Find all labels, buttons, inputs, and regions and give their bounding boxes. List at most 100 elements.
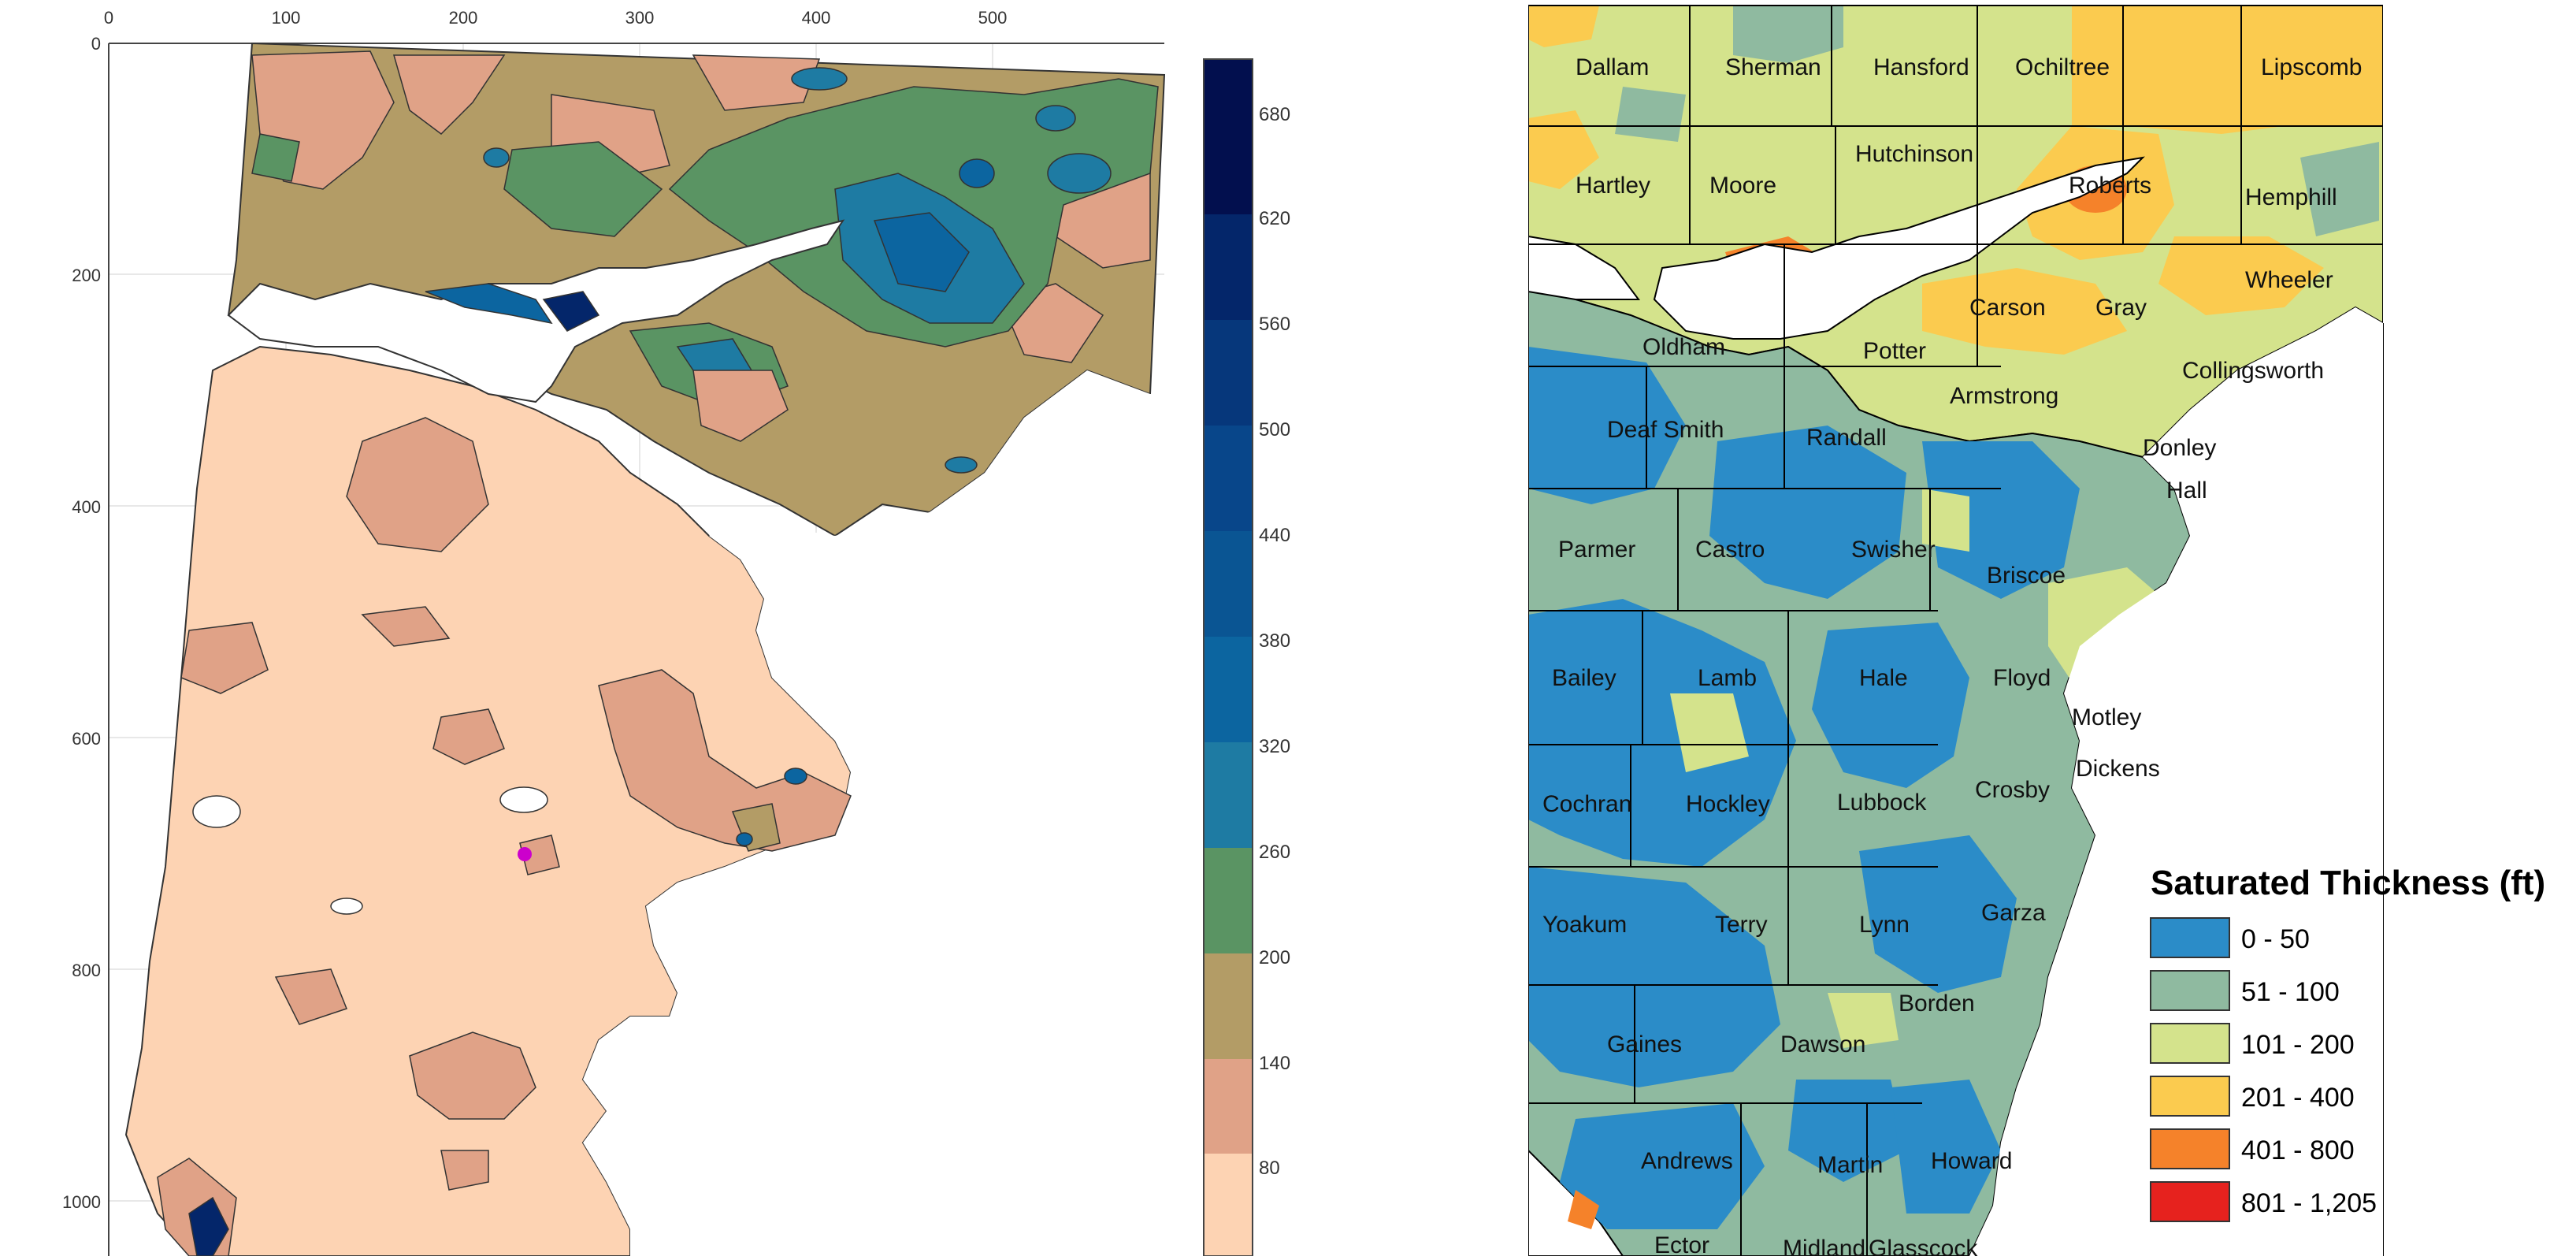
county-label: Briscoe — [1987, 563, 2066, 589]
contour-patch — [188, 1196, 229, 1257]
county-map-svg: Dallam Sherman Hansford Ochiltree Lipsco… — [1527, 0, 2576, 1260]
unsaturated-blob — [330, 898, 363, 915]
colorbar-band — [1204, 214, 1253, 320]
colorbar-band — [1204, 531, 1253, 637]
canadian-river-gap — [1653, 156, 2145, 340]
colorbar-label: 680 — [1259, 104, 1290, 125]
county-label: Yoakum — [1542, 912, 1627, 938]
colorbar-band — [1204, 320, 1253, 426]
thickness-patch — [1615, 87, 1686, 142]
contour-patch — [945, 456, 978, 474]
county-label: Hale — [1859, 665, 1908, 691]
colorbar-label: 260 — [1259, 842, 1290, 863]
colorbar: 80 140 200 260 320 380 440 500 560 620 6… — [1203, 58, 1290, 1257]
thickness-patch — [1922, 268, 2127, 355]
county-label: Gaines — [1607, 1031, 1682, 1057]
county-label: Glasscock — [1869, 1236, 1978, 1256]
y-tick-label: 0 — [91, 34, 101, 54]
colorbar-band — [1204, 59, 1253, 214]
county-label: Lubbock — [1837, 790, 1927, 816]
colorbar-band — [1204, 742, 1253, 848]
contour-patch — [959, 158, 995, 188]
legend-swatch — [2150, 970, 2230, 1011]
contour-patch — [791, 67, 848, 91]
map-legend: Saturated Thickness (ft) 0 - 50 51 - 100… — [2150, 864, 2545, 1222]
y-tick-label: 600 — [72, 729, 101, 749]
legend-swatch — [2150, 917, 2230, 958]
east-unsaturated-area — [1969, 307, 2383, 1256]
contour-patch — [784, 768, 807, 785]
colorbar-label: 140 — [1259, 1053, 1290, 1074]
legend-label: 0 - 50 — [2241, 924, 2310, 954]
contour-map-panel: 0 100 200 300 400 500 0 200 400 600 800 … — [62, 8, 1290, 1257]
x-tick-label: 300 — [625, 8, 655, 28]
thickness-patch — [1922, 441, 2080, 599]
county-labels: Dallam Sherman Hansford Ochiltree Lipsco… — [1542, 54, 2362, 1260]
contour-patch — [519, 834, 560, 875]
x-tick-label: 100 — [272, 8, 301, 28]
legend-swatch — [2150, 1023, 2230, 1064]
thickness-patch — [1560, 1103, 1765, 1229]
thickness-patch — [2300, 142, 2379, 236]
county-label: Hall — [2166, 478, 2207, 504]
county-label: Oldham — [1642, 334, 1725, 360]
east-unsaturated-area — [583, 370, 1164, 1256]
thickness-patch — [1788, 1080, 1906, 1182]
thickness-patch — [1922, 489, 1969, 552]
contour-patch — [483, 147, 510, 168]
x-axis-ticks: 0 100 200 300 400 500 — [104, 8, 1007, 28]
thickness-patch — [1528, 599, 1796, 867]
county-label: Randall — [1806, 425, 1887, 451]
county-label: Bailey — [1552, 665, 1616, 691]
location-marker — [518, 847, 532, 861]
thickness-patch — [1828, 993, 1899, 1048]
contour-patch — [180, 622, 269, 694]
county-label: Lipscomb — [2261, 54, 2362, 80]
county-label: Armstrong — [1950, 383, 2058, 409]
contour-patch — [346, 417, 489, 552]
county-label: Terry — [1715, 912, 1768, 938]
thickness-patch — [1709, 426, 1906, 599]
legend-title: Saturated Thickness (ft) — [2151, 864, 2545, 902]
county-label: Midland — [1783, 1236, 1865, 1256]
contour-map-svg: 0 100 200 300 400 500 0 200 400 600 800 … — [62, 8, 1290, 1257]
unsaturated-blob — [499, 786, 548, 813]
county-label: Wheeler — [2245, 267, 2333, 293]
colorbar-label: 380 — [1259, 630, 1290, 652]
county-label: Ochiltree — [2015, 54, 2110, 80]
colorbar-label: 200 — [1259, 947, 1290, 968]
county-label: Sherman — [1725, 54, 1821, 80]
colorbar-label: 560 — [1259, 314, 1290, 335]
unsaturated-blob — [192, 795, 241, 828]
contour-patch — [409, 1031, 536, 1120]
county-label: Hockley — [1686, 791, 1770, 817]
contour-patch — [598, 669, 852, 852]
contour-patch — [1035, 105, 1076, 132]
county-label: Potter — [1863, 338, 1926, 364]
colorbar-band — [1204, 1059, 1253, 1154]
contour-patch — [692, 54, 821, 111]
thickness-patch — [1812, 623, 1969, 788]
thickness-patch — [1670, 693, 1749, 772]
county-label: Hutchinson — [1855, 141, 1973, 167]
county-map-panel: Dallam Sherman Hansford Ochiltree Lipsco… — [1527, 0, 2576, 1260]
county-label: Moore — [1709, 173, 1776, 199]
y-tick-label: 400 — [72, 497, 101, 517]
contour-patch — [432, 708, 505, 765]
colorbar-label: 500 — [1259, 419, 1290, 440]
county-label: Martin — [1817, 1152, 1883, 1178]
county-label: Borden — [1899, 991, 1975, 1017]
colorbar-band — [1204, 426, 1253, 531]
contour-patch — [1047, 153, 1112, 194]
county-label: Donley — [2143, 435, 2216, 461]
colorbar-band — [1204, 953, 1253, 1059]
thickness-patch — [1733, 6, 1843, 63]
county-label: Deaf Smith — [1607, 417, 1724, 443]
county-label: Dickens — [2076, 756, 2160, 782]
county-label: Swisher — [1851, 537, 1936, 563]
plot-axes — [108, 43, 1164, 1256]
x-tick-label: 0 — [104, 8, 113, 28]
county-label: Lamb — [1698, 665, 1757, 691]
legend-swatch — [2150, 1076, 2230, 1117]
county-label: Howard — [1931, 1148, 2012, 1174]
